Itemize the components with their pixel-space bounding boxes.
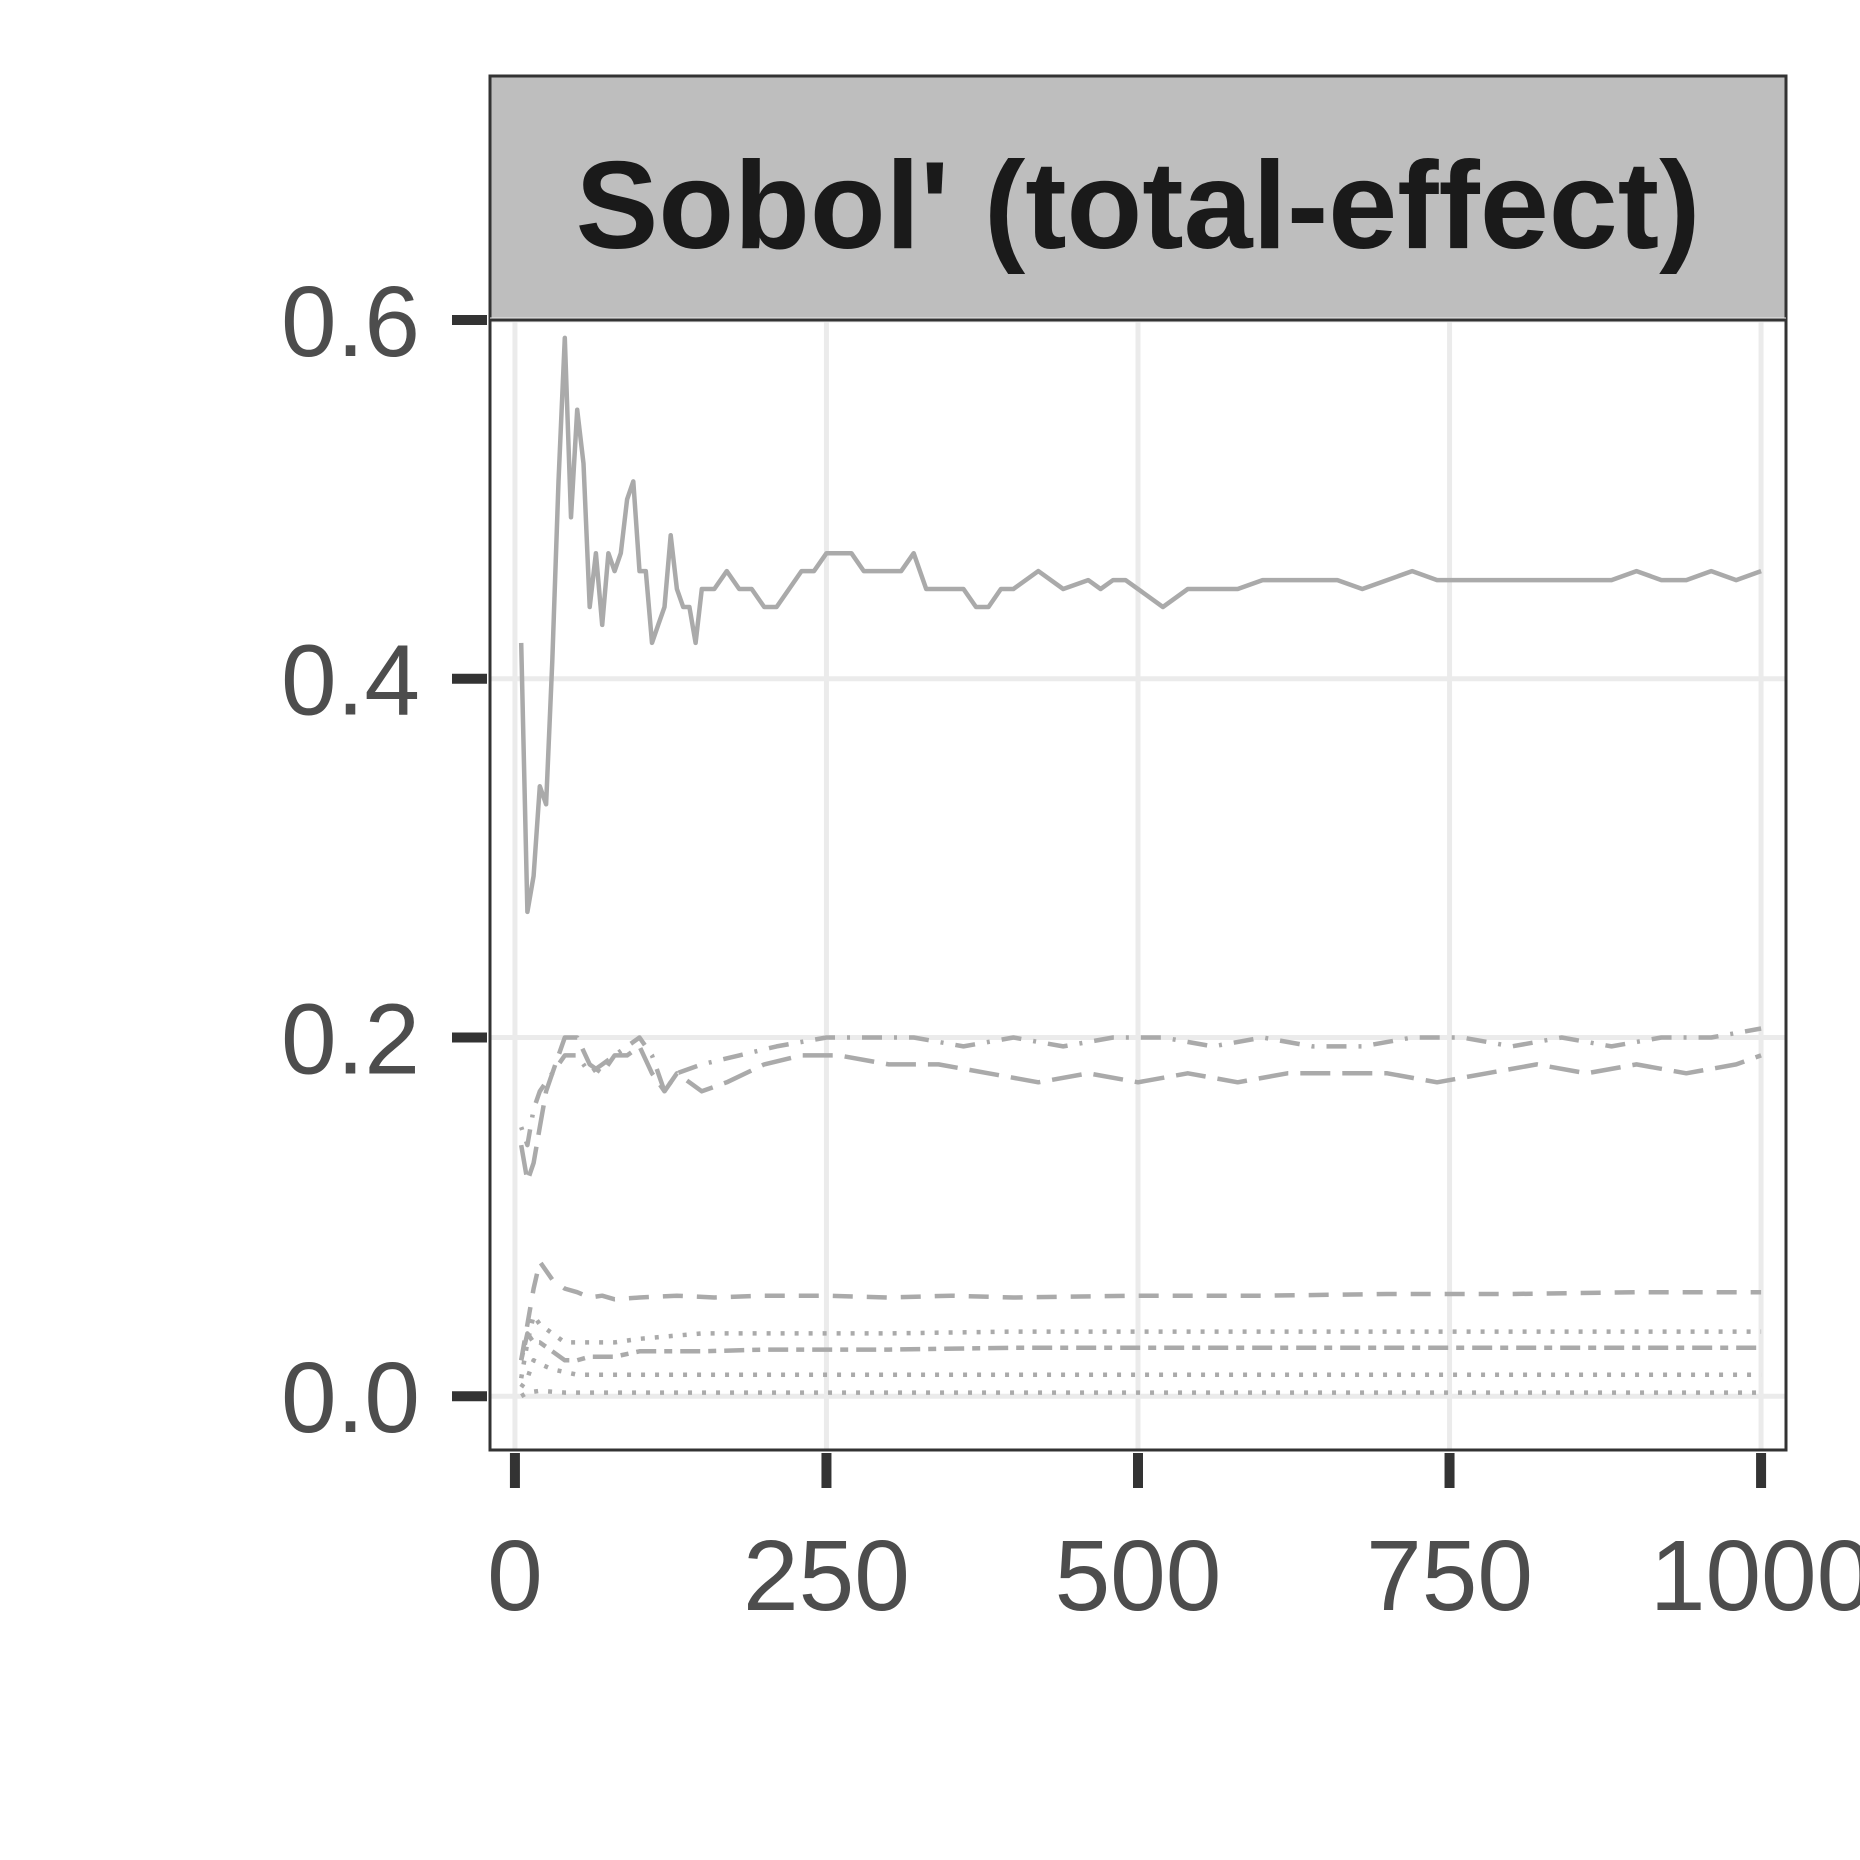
- x-tick-label: 1000: [1650, 1520, 1860, 1632]
- axes: 0.0 0.2 0.4 0.6 0 250 500 750 1000: [281, 266, 1860, 1632]
- series-line-3: [519, 1026, 1762, 1148]
- y-tick-label: 0.6: [281, 266, 420, 378]
- y-tick-label: 0.0: [281, 1342, 420, 1454]
- plot-border: [488, 318, 1788, 1452]
- x-tick-label: 0: [487, 1520, 543, 1632]
- y-tick-label: 0.4: [281, 625, 420, 737]
- x-tick-label: 500: [1055, 1520, 1222, 1632]
- x-tick-label: 750: [1366, 1520, 1533, 1632]
- series-line-2: [518, 1035, 1762, 1184]
- series-group: [518, 335, 1762, 1399]
- chart-title: Sobol' (total-effect): [576, 137, 1701, 275]
- series-line-4: [518, 1259, 1762, 1361]
- x-tick-label: 250: [743, 1520, 910, 1632]
- series-line-5: [519, 1331, 1762, 1363]
- series-line-1: [518, 335, 1762, 915]
- y-tick-label: 0.2: [281, 983, 420, 1095]
- series-line-8: [520, 1388, 1762, 1399]
- facet-strip: [488, 74, 1788, 322]
